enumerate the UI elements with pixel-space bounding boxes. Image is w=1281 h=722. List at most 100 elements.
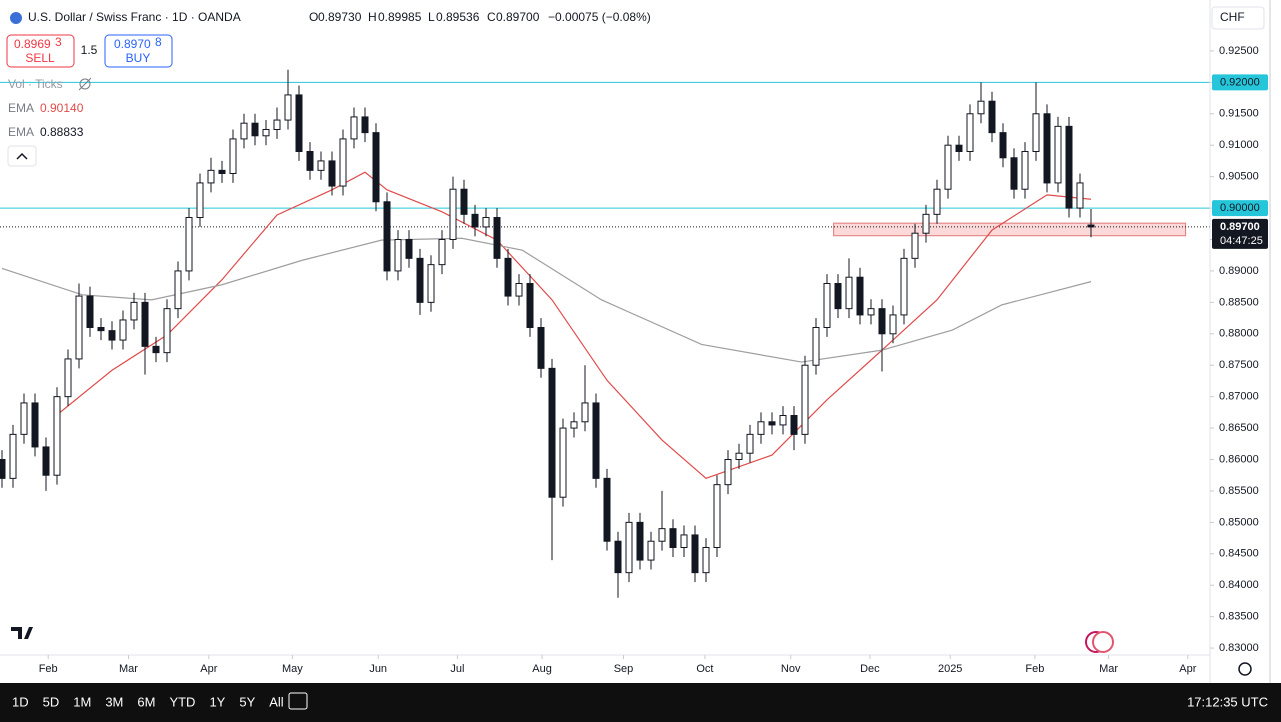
candle-body — [218, 169, 226, 174]
x-tick-label: Apr — [200, 663, 217, 675]
candle-body — [1043, 113, 1051, 184]
y-tick-label: 0.85000 — [1219, 516, 1259, 528]
range-button[interactable]: 5Y — [239, 694, 255, 709]
candle-body — [614, 540, 622, 574]
candle-body — [449, 188, 457, 240]
candle-body — [768, 421, 776, 426]
candle-body — [350, 116, 358, 140]
buy-sup[interactable]: 8 — [155, 35, 162, 49]
range-button[interactable]: 1M — [73, 694, 91, 709]
l-label: L — [428, 10, 435, 24]
candle-body — [713, 484, 721, 549]
y-tick-label: 0.88500 — [1219, 296, 1259, 308]
y-tick-label: 0.86000 — [1219, 453, 1259, 465]
c-label: C — [487, 10, 496, 24]
countdown: 04:47:25 — [1220, 235, 1263, 247]
sell-sup[interactable]: 3 — [55, 35, 62, 49]
range-button[interactable]: YTD — [169, 694, 195, 709]
candle-body — [812, 327, 820, 366]
x-tick-label: Jun — [369, 663, 387, 675]
x-tick-label: Feb — [39, 663, 58, 675]
sell-label[interactable]: SELL — [25, 51, 55, 65]
event-icon[interactable] — [1092, 631, 1114, 653]
candle-body — [240, 122, 248, 140]
ema-legend-name[interactable]: EMA — [8, 101, 34, 115]
support-zone — [833, 222, 1187, 237]
range-buttons: 1D 5D 1M 3M 6M YTD 1Y 5Y All — [12, 694, 284, 709]
currency[interactable]: CHF — [1220, 10, 1245, 24]
candle-body — [460, 188, 468, 215]
buy-button[interactable] — [104, 34, 173, 68]
candle-body — [845, 276, 853, 310]
logo — [11, 627, 33, 639]
buy-price[interactable]: 0.8970 — [114, 37, 151, 51]
candle-body — [141, 301, 149, 347]
hidden-icon[interactable] — [79, 78, 91, 90]
candle-body — [372, 132, 380, 203]
y-tick-label: 0.84500 — [1219, 548, 1259, 560]
price-label-box — [1212, 200, 1268, 217]
candle-body — [801, 364, 809, 435]
x-tick-label: Mar — [1099, 663, 1118, 675]
candle-body — [702, 547, 710, 574]
candle-body — [526, 282, 534, 328]
candle-body — [988, 100, 996, 134]
range-button[interactable]: 1Y — [209, 694, 225, 709]
range-button[interactable]: 5D — [43, 694, 60, 709]
candle-body — [592, 402, 600, 479]
candle-body — [152, 345, 160, 354]
y-tick-label: 0.89000 — [1219, 265, 1259, 277]
sell-price[interactable]: 0.8969 — [14, 37, 51, 51]
candle-body — [603, 477, 611, 542]
y-tick-label: 0.90500 — [1219, 171, 1259, 183]
ema-legend-value: 0.88833 — [40, 125, 84, 139]
collapse-button[interactable] — [7, 145, 37, 167]
candle-body — [75, 295, 83, 360]
y-tick-label: 0.85500 — [1219, 485, 1259, 497]
candle-body — [405, 238, 413, 259]
x-tick-label: Apr — [1179, 663, 1196, 675]
candle-body — [9, 433, 17, 479]
range-button[interactable]: All — [269, 694, 284, 709]
volume-legend[interactable]: Vol · Ticks — [8, 77, 63, 91]
x-tick-label: Dec — [860, 663, 880, 675]
candle-body — [779, 415, 787, 426]
candle-body — [933, 188, 941, 215]
settings-icon[interactable] — [1238, 662, 1252, 676]
y-tick-label: 0.84000 — [1219, 579, 1259, 591]
candle-body — [911, 232, 919, 259]
calendar-button[interactable] — [288, 692, 308, 710]
candle-body — [999, 132, 1007, 159]
candle-body — [196, 182, 204, 218]
candle-body — [1021, 150, 1029, 190]
candle-body — [1054, 125, 1062, 184]
ema-legend-name[interactable]: EMA — [8, 125, 34, 139]
candle-body — [922, 213, 930, 234]
candle-body — [394, 238, 402, 272]
candle-body — [306, 150, 314, 171]
candle-body — [559, 427, 567, 498]
price-label: 0.90000 — [1220, 202, 1260, 214]
sell-button[interactable] — [6, 34, 75, 68]
y-tick-label: 0.88000 — [1219, 328, 1259, 340]
h-value: 0.89985 — [378, 10, 422, 24]
x-tick-label: Aug — [532, 663, 552, 675]
range-button[interactable]: 3M — [105, 694, 123, 709]
candle-body — [834, 282, 842, 310]
range-button[interactable]: 6M — [137, 694, 155, 709]
range-button[interactable]: 1D — [12, 694, 29, 709]
x-tick-label: Feb — [1025, 663, 1044, 675]
y-tick-label: 0.86500 — [1219, 422, 1259, 434]
ema-legend-value: 0.90140 — [40, 101, 84, 115]
y-tick-label: 0.91000 — [1219, 139, 1259, 151]
candle-body — [42, 446, 50, 476]
currency-button[interactable] — [1211, 6, 1265, 30]
x-tick-label: Mar — [119, 663, 138, 675]
candle-body — [361, 116, 369, 134]
buy-label[interactable]: BUY — [126, 51, 151, 65]
candle-body — [130, 301, 138, 321]
candle-body — [251, 122, 259, 137]
candle-body — [515, 282, 523, 297]
